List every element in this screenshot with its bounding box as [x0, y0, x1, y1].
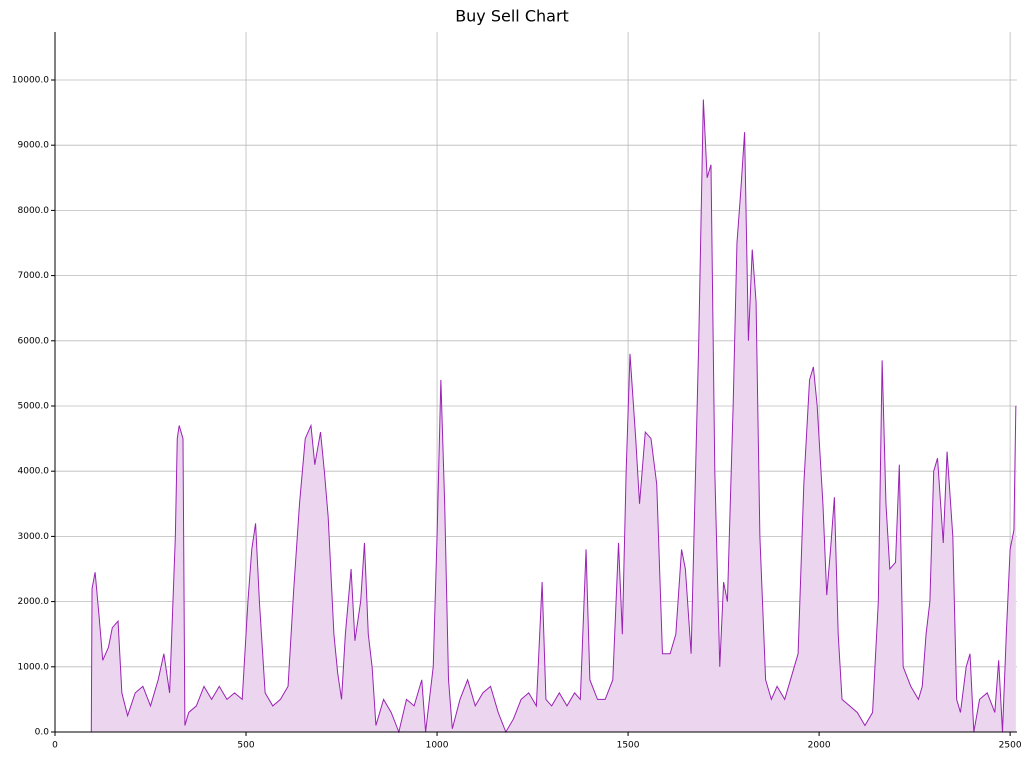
y-tick-label: 3000.0 — [18, 532, 50, 542]
y-tick-label: 8000.0 — [18, 206, 50, 216]
y-tick-label: 0.0 — [35, 728, 50, 738]
y-tick-label: 10000.0 — [12, 75, 49, 85]
y-tick-label: 5000.0 — [18, 401, 50, 411]
y-tick-label: 4000.0 — [18, 467, 50, 477]
y-tick-label: 9000.0 — [18, 141, 50, 151]
x-tick-label: 2000 — [808, 741, 831, 751]
area-fill — [55, 99, 1016, 733]
y-tick-label: 2000.0 — [18, 597, 50, 607]
x-tick-label: 1500 — [617, 741, 640, 751]
line — [55, 99, 1017, 734]
x-tick-label: 1000 — [426, 741, 449, 751]
chart-title: Buy Sell Chart — [455, 7, 569, 26]
y-tick-label: 7000.0 — [18, 271, 50, 281]
y-tick-label: 6000.0 — [18, 336, 50, 346]
x-tick-label: 2500 — [999, 741, 1022, 751]
x-tick-label: 0 — [52, 741, 58, 751]
y-tick-label: 1000.0 — [18, 662, 50, 672]
x-tick-label: 500 — [237, 741, 254, 751]
